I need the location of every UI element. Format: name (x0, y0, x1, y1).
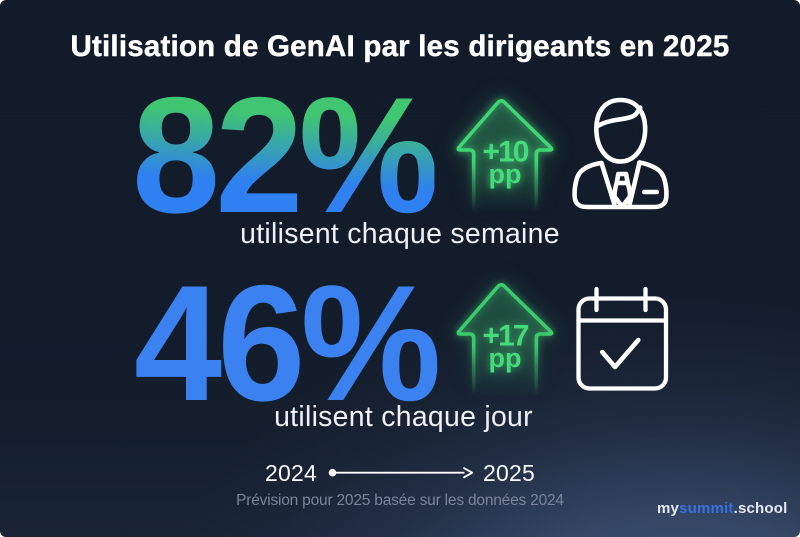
svg-text:+10: +10 (483, 136, 529, 169)
svg-text:+17: +17 (483, 319, 529, 352)
svg-text:pp: pp (489, 343, 522, 373)
svg-text:pp: pp (489, 159, 522, 189)
